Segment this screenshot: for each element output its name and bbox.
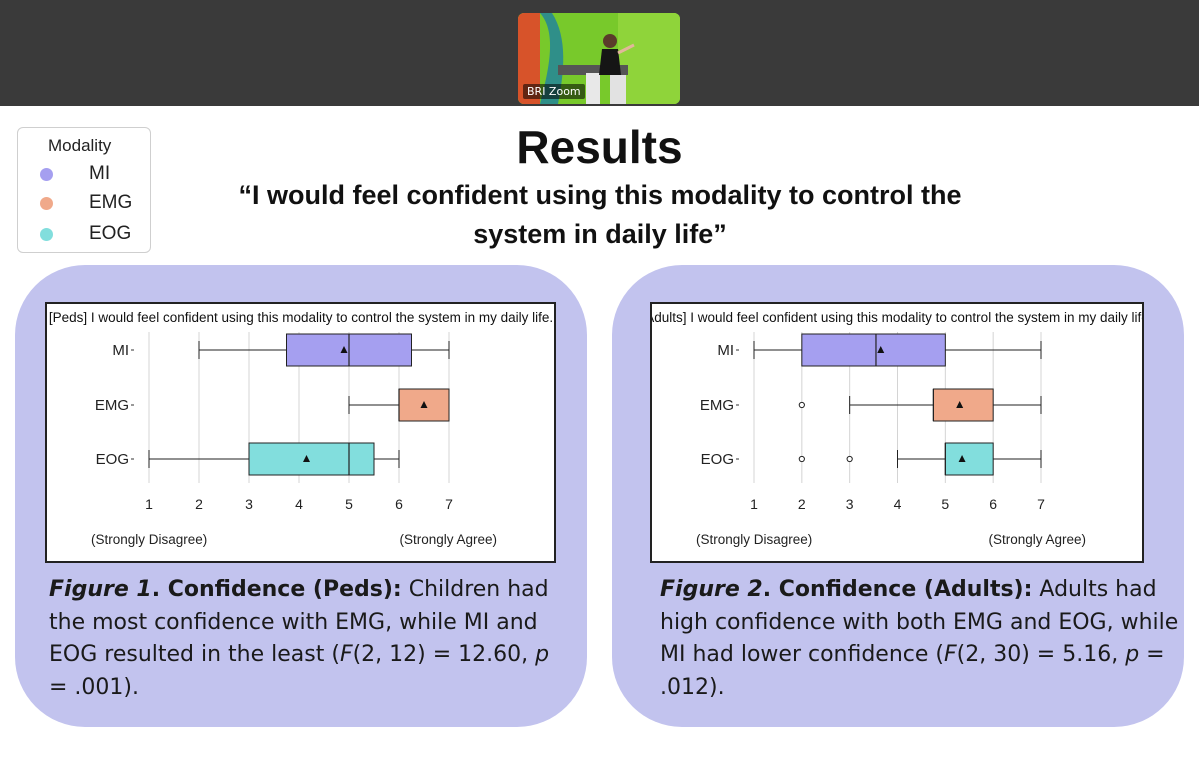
outlier-point [798,455,805,463]
mean-marker [958,455,966,462]
caption-part: . Confidence (Adults): [762,577,1033,602]
mean-marker [303,455,310,462]
caption-part: F [944,642,957,667]
x-tick-label: 1 [145,496,153,512]
x-anchor-label: (Strongly Agree) [399,532,497,547]
x-anchor-label: (Strongly Disagree) [91,532,207,547]
figure-panel-peds: [Peds] I would feel confident using this… [15,265,587,727]
x-tick-label: 4 [295,496,303,512]
y-tick-label: EOG [701,451,734,468]
x-tick-label: 6 [989,496,997,512]
legend-item-emg: EMG [40,191,150,215]
x-tick-label: 5 [345,496,353,512]
chart-title: [Peds] I would feel confident using this… [49,310,553,325]
mean-marker [877,346,885,353]
figure-panel-adults: [Adults] I would feel confident using th… [612,265,1184,727]
x-anchor-label: (Strongly Agree) [988,532,1086,547]
x-tick-label: 3 [846,496,854,512]
outlier-point [846,455,853,463]
outlier-point [798,401,805,409]
y-tick-label: EMG [700,397,734,414]
y-tick-label: MI [112,342,129,359]
slide-title: Results [516,121,683,173]
caption-part: Adults had high confidence with both EMG… [660,577,1179,667]
video-label: BRI Zoom [523,84,585,99]
x-tick-label: 3 [245,496,253,512]
mean-marker [420,401,428,408]
caption-adults: Figure 2. Confidence (Adults): Adults ha… [660,574,1180,704]
x-tick-label: 4 [894,496,902,512]
x-tick-label: 7 [1037,496,1045,512]
y-tick-label: EOG [96,451,129,468]
meeting-toolbar: BRI Zoom [0,0,1199,106]
legend-item-mi: MI [40,162,150,186]
legend-item-eog: EOG [40,222,150,246]
x-tick-label: 5 [941,496,949,512]
legend-title: Modality [48,136,112,155]
caption-part: = .001). [49,674,139,700]
caption-part: . Confidence (Peds): [151,577,402,602]
caption-part: Children had the most confidence with EM… [49,577,549,667]
boxplot-peds: [Peds] I would feel confident using this… [49,310,553,547]
y-tick-label: EMG [95,397,129,414]
mean-marker [956,401,964,408]
box-emg [398,388,450,422]
box-eog [944,442,994,476]
legend-label-emg: EMG [89,192,133,213]
mean-marker [340,346,348,353]
caption-part: F [339,642,353,667]
boxplot-adults: [Adults] I would feel confident using th… [652,310,1142,547]
box-eog [248,442,375,476]
x-tick-label: 6 [395,496,403,512]
legend-dot-emg [40,197,53,210]
box-mi [801,333,946,367]
x-tick-label: 2 [798,496,806,512]
caption-part: Figure 2 [660,577,763,602]
chart-title: [Adults] I would feel confident using th… [652,310,1142,325]
caption-peds: Figure 1. Confidence (Peds): Children ha… [49,574,569,704]
chart-peds: [Peds] I would feel confident using this… [45,302,556,563]
box-emg [932,388,994,422]
x-tick-label: 1 [750,496,758,512]
legend-dot-mi [40,168,53,181]
caption-part: = .012). [660,642,1165,700]
y-tick-label: MI [717,342,734,359]
slide-subtitle: “I would feel confident using this modal… [238,180,962,249]
caption-part: p [1125,642,1140,667]
modality-legend: Modality MI EMG EOG [17,127,151,253]
legend-label-mi: MI [89,163,111,184]
legend-label-eog: EOG [89,223,132,244]
x-tick-label: 2 [195,496,203,512]
legend-dot-eog [40,228,53,241]
x-anchor-label: (Strongly Disagree) [696,532,812,547]
chart-adults: [Adults] I would feel confident using th… [650,302,1144,563]
speaker-video-thumbnail[interactable]: BRI Zoom [518,13,680,104]
caption-part: (2, 12) = 12.60, [352,642,536,667]
x-tick-label: 7 [445,496,453,512]
caption-part: (2, 30) = 5.16, [956,642,1126,667]
caption-part: Figure 1 [49,577,152,602]
caption-part: p [535,642,550,667]
